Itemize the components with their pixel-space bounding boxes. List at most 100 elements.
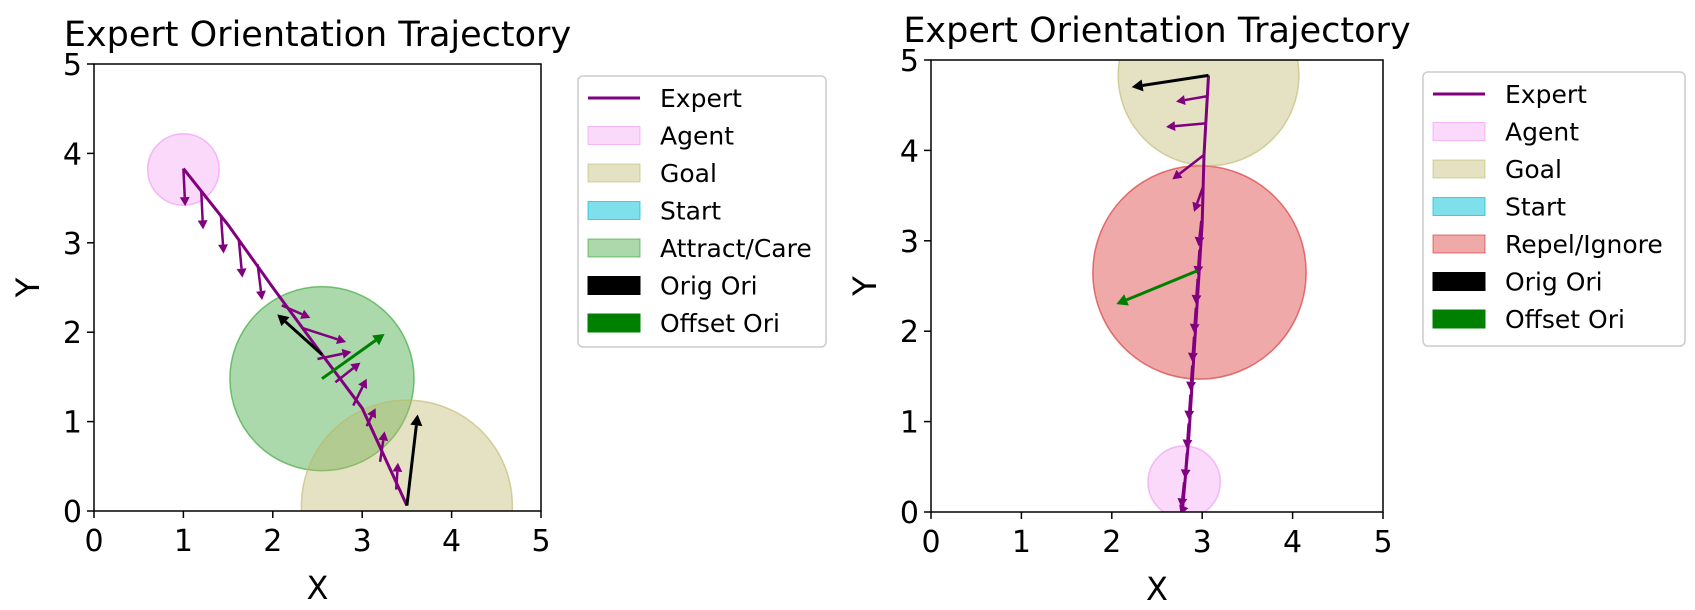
x-tick-label: 5 (531, 524, 550, 559)
axes-frame (930, 59, 1384, 513)
legend-item: Offset Ori (1432, 305, 1625, 334)
legend-label: Attract/Care (660, 234, 812, 263)
legend: Expert Agent Goal Start Attract/Care Orig Ori… (577, 75, 827, 348)
legend-swatch (1432, 197, 1486, 216)
orientation-arrow (1184, 394, 1195, 420)
legend-swatch (1432, 234, 1486, 254)
orig-ori-arrow (1131, 73, 1209, 92)
legend-item: Start (1432, 193, 1566, 222)
x-tick-label: 1 (174, 524, 193, 559)
legend-label: Goal (1505, 155, 1562, 184)
legend-label: Goal (660, 159, 717, 188)
y-tick-label: 3 (900, 225, 919, 260)
x-tick-label: 1 (1012, 525, 1031, 560)
legend-swatch (587, 276, 641, 295)
legend-label: Expert (1505, 80, 1587, 109)
x-axis-label: X (1146, 570, 1168, 608)
orientation-arrow (301, 326, 347, 345)
orientation-arrow (197, 191, 208, 230)
y-axis-label: Y (9, 277, 47, 298)
orientation-arrow (1166, 121, 1207, 132)
orientation-arrow (1182, 423, 1193, 449)
legend-box (1422, 71, 1686, 347)
x-axis-label: X (307, 569, 329, 607)
orientation-arrow (392, 462, 403, 490)
legend-swatch (587, 201, 641, 220)
x-tick-label: 0 (921, 525, 940, 560)
legend-item: Offset Ori (587, 309, 780, 338)
legend-label: Orig Ori (1505, 268, 1603, 297)
y-tick-label: 2 (900, 315, 919, 350)
y-tick-label: 5 (63, 48, 82, 83)
orientation-arrow (1189, 307, 1200, 334)
plot-area (146, 132, 514, 511)
legend-item: Orig Ori (1432, 268, 1603, 297)
legend-item: Start (587, 197, 721, 226)
orientation-arrow (256, 264, 266, 301)
orientation-arrow (378, 431, 389, 463)
legend-label: Offset Ori (660, 309, 780, 338)
y-axis-label: Y (846, 276, 884, 297)
y-tick-label: 1 (63, 406, 82, 441)
legend-swatch (587, 238, 641, 258)
y-tick-label: 4 (63, 137, 82, 172)
legend-label: Expert (660, 84, 742, 113)
legend-swatch (587, 163, 641, 183)
orientation-arrow (179, 168, 190, 207)
legend-label: Agent (660, 122, 734, 151)
y-tick-label: 1 (900, 406, 919, 441)
x-tick-label: 3 (1193, 525, 1212, 560)
y-tick-label: 0 (900, 496, 919, 531)
orientation-arrow (236, 239, 247, 278)
plot-area (1092, 60, 1307, 512)
legend-item: Expert (1433, 80, 1587, 109)
x-tick-label: 0 (84, 524, 103, 559)
x-tick-label: 5 (1373, 525, 1392, 560)
legend-item: Agent (587, 122, 734, 151)
orientation-arrow (1186, 365, 1197, 391)
legend-swatch (1432, 272, 1486, 291)
legend-label: Orig Ori (660, 272, 758, 301)
legend-item: Attract/Care (587, 234, 812, 263)
orientation-arrow (365, 408, 377, 427)
orientation-arrow (1194, 220, 1205, 247)
legend-swatch (587, 126, 641, 145)
offset-ori-arrow (321, 333, 385, 380)
orig-ori-arrow (277, 314, 323, 356)
legend-item: Repel/Ignore (1432, 230, 1663, 259)
legend-swatch (1432, 309, 1486, 329)
goal-circle (300, 399, 514, 511)
orientation-arrow (1175, 94, 1208, 105)
x-tick-label: 4 (1283, 525, 1302, 560)
orientation-arrow (1193, 249, 1204, 276)
offset-ori-arrow (1116, 269, 1199, 306)
y-tick-label: 3 (63, 227, 82, 262)
orientation-arrow (352, 378, 368, 407)
orientation-arrow (317, 348, 352, 361)
legend-label: Agent (1505, 118, 1579, 147)
expert-trajectory-line (182, 167, 409, 507)
orig-ori-arrow (405, 414, 423, 506)
orientation-arrow (1187, 336, 1198, 362)
legend-item: Goal (587, 159, 717, 188)
legend-label: Offset Ori (1505, 305, 1625, 334)
legend-item: Goal (1432, 155, 1562, 184)
orientation-arrow (1172, 153, 1205, 180)
orientation-arrow (218, 215, 228, 254)
y-tick-label: 0 (63, 495, 82, 530)
goal-circle (1117, 60, 1300, 167)
x-tick-label: 2 (263, 524, 282, 559)
orientation-arrow (1191, 278, 1202, 305)
orientation-arrow (1177, 482, 1188, 508)
orientation-arrow (334, 362, 361, 384)
x-tick-label: 3 (353, 524, 372, 559)
x-tick-label: 2 (1102, 525, 1121, 560)
axes-frame (93, 63, 542, 512)
legend-label: Start (660, 197, 721, 226)
orientation-arrow (281, 304, 311, 319)
y-tick-label: 4 (900, 134, 919, 169)
legend-swatch (1432, 159, 1486, 179)
